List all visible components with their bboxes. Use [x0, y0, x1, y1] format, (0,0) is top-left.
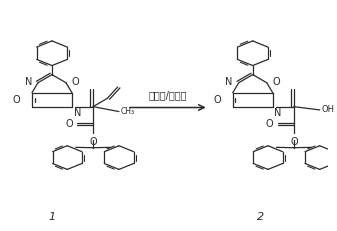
- Text: 2: 2: [257, 212, 265, 222]
- Text: O: O: [72, 77, 80, 87]
- Text: O: O: [89, 137, 97, 146]
- Text: N: N: [274, 108, 282, 118]
- Text: 1: 1: [49, 212, 56, 222]
- Text: O: O: [65, 119, 73, 129]
- Text: O: O: [273, 77, 280, 87]
- Text: OH: OH: [321, 105, 334, 114]
- Text: O: O: [13, 95, 21, 105]
- Text: O: O: [266, 119, 273, 129]
- Text: N: N: [225, 77, 233, 87]
- Text: N: N: [73, 108, 81, 118]
- Text: O: O: [214, 95, 221, 105]
- Text: CH₃: CH₃: [121, 107, 135, 116]
- Text: N: N: [25, 77, 32, 87]
- Text: 催化剂/氧化剂: 催化剂/氧化剂: [149, 90, 187, 100]
- Text: O: O: [290, 137, 298, 146]
